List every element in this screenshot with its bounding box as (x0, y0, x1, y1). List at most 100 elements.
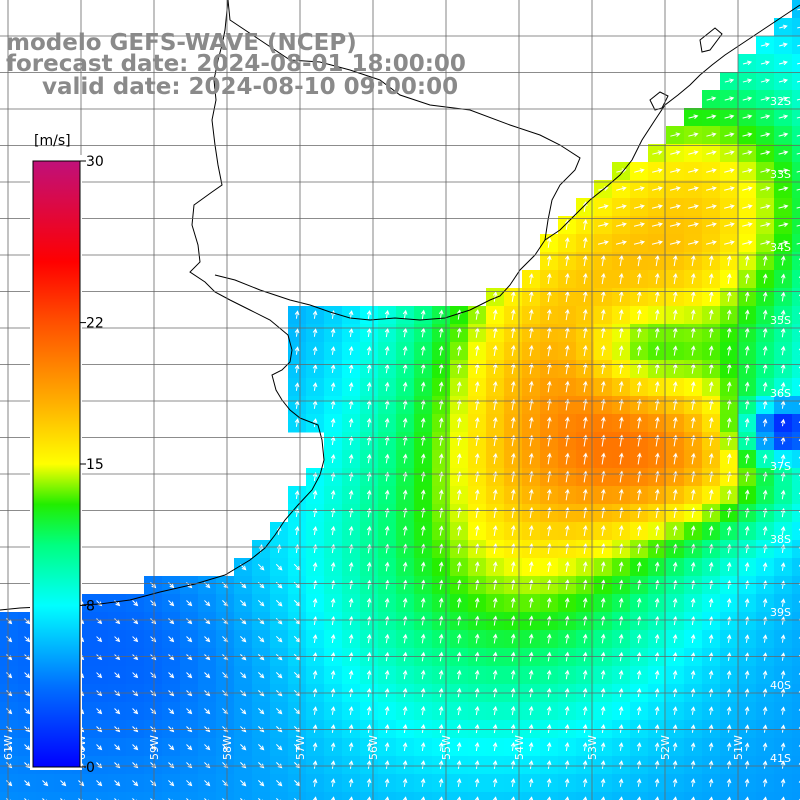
wind-arrow (669, 204, 681, 209)
wind-cell (792, 792, 800, 800)
wind-arrow (420, 723, 426, 734)
wind-cell (792, 378, 800, 397)
wind-arrow (528, 452, 534, 465)
wind-arrow (744, 634, 750, 643)
coastline (0, 0, 800, 611)
wind-arrow (762, 670, 768, 679)
wind-cell (792, 72, 800, 91)
wind-arrow (510, 416, 516, 429)
wind-arrow (546, 362, 552, 375)
wind-arrow (690, 254, 696, 267)
wind-arrow (634, 168, 645, 173)
wind-arrow (708, 417, 714, 429)
wind-arrow (420, 597, 426, 608)
wind-arrow (492, 597, 498, 608)
lon-label-56W: 56W (367, 735, 380, 760)
wind-arrow (402, 525, 408, 536)
wind-arrow (618, 290, 624, 303)
wind-cell (792, 774, 800, 793)
wind-cell (792, 360, 800, 379)
wind-arrow (618, 525, 624, 537)
wind-arrow (582, 524, 588, 537)
wind-arrow (312, 418, 318, 427)
wind-arrow (618, 742, 624, 751)
wind-arrow (384, 525, 390, 536)
wind-cell (594, 792, 613, 800)
wind-arrow (582, 597, 588, 608)
wind-arrow (762, 345, 768, 356)
wind-arrow (312, 364, 318, 373)
wind-arrow (204, 744, 211, 751)
wind-arrow (330, 742, 336, 751)
wind-arrow (564, 380, 570, 393)
wind-arrow (690, 724, 696, 733)
colorbar-unit: [m/s] (34, 133, 71, 149)
wind-arrow (778, 150, 789, 155)
wind-arrow (150, 744, 157, 751)
wind-arrow (420, 489, 426, 500)
colorbar-tick-label-15: 15 (86, 457, 104, 473)
wind-arrow (474, 489, 480, 500)
wind-arrow (780, 525, 786, 536)
wind-arrow (654, 760, 660, 769)
wind-arrow (600, 561, 606, 572)
wind-arrow (168, 618, 175, 625)
wind-arrow (420, 633, 426, 644)
wind-cell (612, 792, 631, 800)
wind-arrow (114, 798, 120, 800)
wind-arrow (582, 615, 588, 626)
lon-label-55W: 55W (440, 735, 453, 760)
wind-arrow (150, 708, 157, 715)
wind-arrow (601, 416, 606, 429)
wind-arrow (258, 798, 264, 800)
wind-arrow (780, 381, 786, 392)
wind-arrow (510, 597, 516, 608)
wind-cell (792, 54, 800, 73)
wind-arrow (204, 600, 211, 607)
wind-arrow (240, 726, 247, 733)
wind-arrow (618, 380, 624, 393)
wind-arrow (760, 240, 771, 245)
wind-arrow (615, 222, 627, 227)
wind-arrow (564, 488, 570, 501)
wind-arrow (582, 219, 588, 230)
wind-arrow (744, 742, 750, 751)
coastline-south-america (0, 0, 325, 611)
wind-arrow (670, 132, 681, 137)
wind-arrow (582, 705, 588, 716)
wind-arrow (456, 489, 462, 500)
wind-arrow (402, 778, 408, 787)
wind-arrow (366, 615, 372, 626)
wind-arrow (294, 526, 300, 535)
wind-arrow (438, 561, 444, 572)
wind-cell (792, 450, 800, 469)
wind-arrow (672, 778, 678, 787)
wind-arrow (330, 597, 336, 608)
wind-arrow (601, 398, 606, 411)
wind-arrow (724, 222, 735, 227)
wind-arrow (744, 561, 750, 572)
wind-arrow (726, 670, 732, 679)
wind-arrow (600, 488, 606, 501)
wind-arrow (760, 96, 771, 102)
wind-arrow (186, 744, 193, 751)
wind-arrow (672, 670, 678, 679)
wind-arrow (546, 255, 552, 266)
wind-arrow (528, 760, 534, 769)
wind-arrow (726, 255, 732, 266)
wind-cell (414, 792, 433, 800)
wind-arrow (257, 563, 265, 571)
wind-arrow (330, 435, 336, 446)
wind-arrow (186, 780, 193, 787)
wind-arrow (780, 454, 786, 463)
wind-arrow (528, 723, 534, 734)
wind-arrow (762, 634, 768, 643)
wind-arrow (420, 651, 426, 662)
wind-arrow (312, 670, 318, 679)
wind-arrow (762, 778, 768, 787)
wind-arrow (474, 705, 480, 716)
wind-arrow (402, 724, 408, 734)
wind-arrow (797, 26, 800, 29)
wind-arrow (654, 778, 660, 787)
wind-arrow (583, 398, 588, 411)
